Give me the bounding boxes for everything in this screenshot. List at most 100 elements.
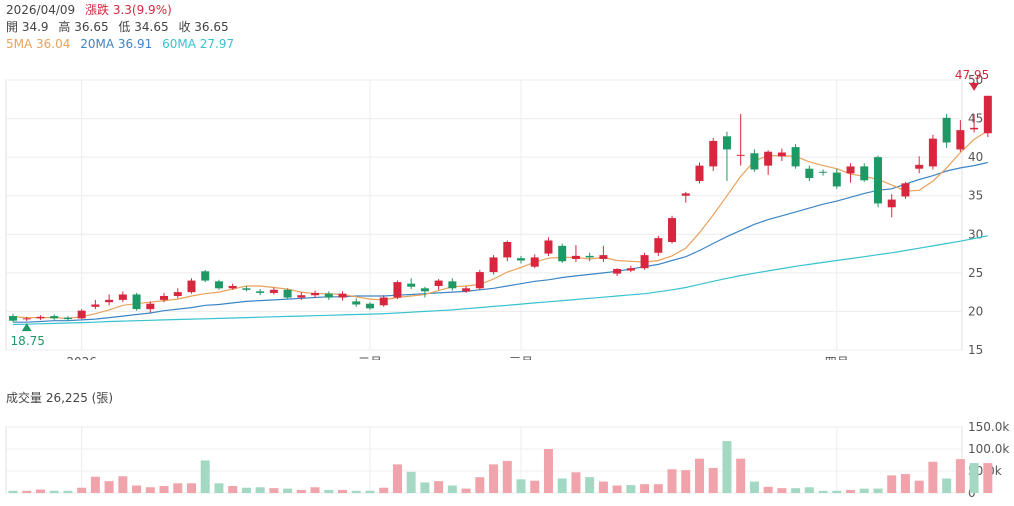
volume-bar <box>708 467 718 493</box>
candle <box>132 292 141 311</box>
volume-bar <box>873 488 883 493</box>
candle <box>626 265 635 273</box>
ma60-value: 27.97 <box>199 37 235 51</box>
header-ma-row: 5MA 36.04 20MA 36.91 60MA 27.97 <box>6 37 234 52</box>
candle <box>558 243 567 263</box>
candle <box>613 268 622 276</box>
ma5-value: 36.04 <box>36 37 71 51</box>
volume-bar <box>804 487 814 493</box>
open-value: 34.9 <box>21 20 49 34</box>
volume-bar <box>681 470 691 493</box>
candle-body <box>475 272 484 289</box>
candle <box>201 269 210 283</box>
volume-bar <box>8 490 18 493</box>
candle <box>956 120 965 152</box>
volume-bar <box>49 490 59 493</box>
candle <box>736 113 745 166</box>
candle <box>311 290 320 298</box>
volume-bar <box>118 476 128 493</box>
candle <box>91 299 100 310</box>
max-marker-icon <box>969 82 980 91</box>
candle-body <box>599 255 608 259</box>
candle <box>36 315 45 320</box>
candle <box>434 279 443 290</box>
volume-bar <box>365 490 375 493</box>
candle <box>269 287 278 295</box>
candle-body <box>517 258 526 261</box>
candle <box>805 165 814 182</box>
volume-bar <box>214 483 224 493</box>
header-ohlc-row: 開 34.9 高 36.65 低 34.65 收 36.65 <box>6 20 229 35</box>
max-label: 47.95 <box>955 70 989 82</box>
volume-bar <box>557 478 567 493</box>
volume-bar <box>749 481 759 493</box>
volume-bar <box>63 490 73 493</box>
volume-bar <box>392 464 402 493</box>
candle-body <box>63 317 72 320</box>
volume-bar <box>516 479 526 493</box>
candle-body <box>146 303 155 310</box>
volume-bar <box>626 485 636 493</box>
candle-body <box>942 117 951 143</box>
candle <box>379 295 388 307</box>
candle <box>819 169 828 176</box>
volume-bar <box>530 480 540 493</box>
candle <box>283 288 292 300</box>
candle-body <box>448 281 457 289</box>
ma20-value: 36.91 <box>117 37 153 51</box>
volume-tick-label: 150.0k <box>968 420 1009 434</box>
volume-bar <box>434 481 444 493</box>
candle <box>777 148 786 161</box>
candle-body <box>503 242 512 258</box>
volume-tick-label: 100.0k <box>968 442 1009 456</box>
volume-bar <box>859 488 869 493</box>
volume-bar <box>653 484 663 493</box>
volume-bar <box>200 460 210 493</box>
high-label: 高 <box>58 20 71 34</box>
candle-body <box>695 165 704 182</box>
candle-body <box>297 295 306 298</box>
y-tick-label: 40 <box>968 150 983 164</box>
candle-body <box>722 136 731 150</box>
candle-body <box>887 199 896 208</box>
candle <box>146 301 155 313</box>
candle <box>352 298 361 307</box>
min-marker-icon <box>21 323 32 332</box>
candle <box>571 245 580 263</box>
volume-bar <box>612 485 622 493</box>
candle <box>599 245 608 263</box>
open-label: 開 <box>6 20 19 34</box>
candle-body <box>118 294 127 300</box>
volume-bar <box>942 478 952 493</box>
candle <box>63 316 72 321</box>
candle-body <box>105 299 114 303</box>
volume-bar <box>379 487 389 493</box>
candle-body <box>530 257 539 267</box>
volume-bar <box>35 489 45 493</box>
volume-bar <box>159 485 169 493</box>
candle-body <box>626 268 635 271</box>
volume-bar <box>763 486 773 493</box>
volume-header: 成交量 26,225 (張) <box>6 389 113 406</box>
candle <box>242 285 251 292</box>
ma20-label: 20MA <box>80 37 115 51</box>
candle-body <box>365 303 374 309</box>
candle <box>228 283 237 290</box>
volume-bar <box>228 485 238 493</box>
volume-bar <box>420 482 430 493</box>
volume-bar <box>489 464 499 493</box>
candle <box>681 191 690 203</box>
candle-body <box>819 171 828 173</box>
volume-bar <box>969 463 979 493</box>
y-tick-label: 45 <box>968 112 983 126</box>
candle <box>105 294 114 306</box>
volume-bar <box>324 489 334 493</box>
volume-bar <box>310 487 320 493</box>
header-date-row: 2026/04/09 漲跌 3.3(9.9%) <box>6 3 172 18</box>
candle-body <box>750 153 759 170</box>
candle <box>393 280 402 300</box>
min-label: 18.75 <box>11 334 45 348</box>
y-tick-label: 25 <box>968 266 983 280</box>
